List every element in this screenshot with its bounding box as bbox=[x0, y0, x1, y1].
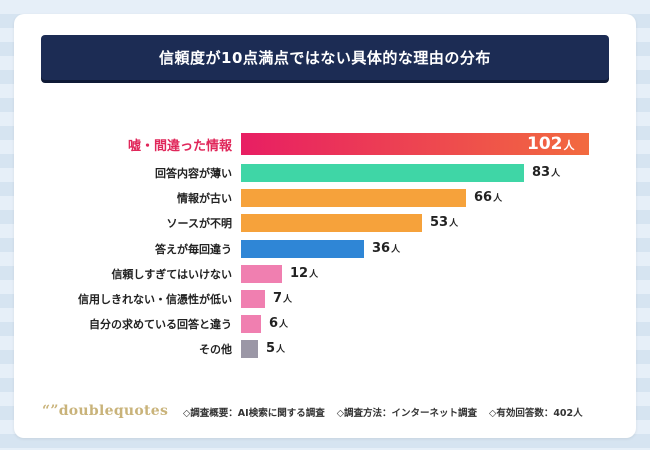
survey-respondents-note: ◇有効回答数：402人 bbox=[489, 408, 583, 419]
category-label: 回答内容が薄い bbox=[155, 167, 232, 180]
value-label: 83人 bbox=[532, 165, 561, 180]
value-label: 5人 bbox=[266, 341, 286, 356]
category-label: 自分の求めている回答と違う bbox=[89, 318, 232, 331]
category-label: 情報が古い bbox=[177, 192, 232, 205]
value-label: 102人 bbox=[527, 134, 575, 154]
bar bbox=[241, 340, 258, 358]
value-label: 7人 bbox=[273, 291, 293, 306]
survey-notes: ◇調査概要：AI検索に関する調査 ◇調査方法：インターネット調査 ◇有効回答数：… bbox=[183, 405, 583, 419]
brand-logo: “”doublequotes bbox=[42, 403, 169, 419]
survey-overview-note: ◇調査概要：AI検索に関する調査 bbox=[183, 408, 325, 419]
bar bbox=[241, 315, 261, 333]
value-label: 6人 bbox=[269, 316, 289, 331]
value-label: 66人 bbox=[474, 190, 503, 205]
value-label: 36人 bbox=[372, 241, 401, 256]
survey-method-note: ◇調査方法：インターネット調査 bbox=[336, 408, 478, 419]
bar bbox=[241, 164, 524, 182]
bar bbox=[241, 133, 589, 155]
category-label: ソースが不明 bbox=[166, 217, 232, 230]
value-label: 53人 bbox=[430, 215, 459, 230]
bar bbox=[241, 265, 282, 283]
category-label: 嘘・間違った情報 bbox=[127, 139, 232, 154]
category-label: 信頼しすぎてはいけない bbox=[111, 268, 232, 281]
bar bbox=[241, 189, 466, 207]
bar bbox=[241, 240, 364, 258]
category-label: 信用しきれない・信憑性が低い bbox=[78, 293, 232, 306]
category-label: 答えが毎回違う bbox=[155, 243, 232, 256]
bar bbox=[241, 290, 265, 308]
chart-title: 信頼度が10点満点ではない具体的な理由の分布 bbox=[41, 35, 609, 80]
category-label: その他 bbox=[199, 343, 232, 356]
bar bbox=[241, 214, 422, 232]
value-label: 12人 bbox=[290, 266, 319, 281]
